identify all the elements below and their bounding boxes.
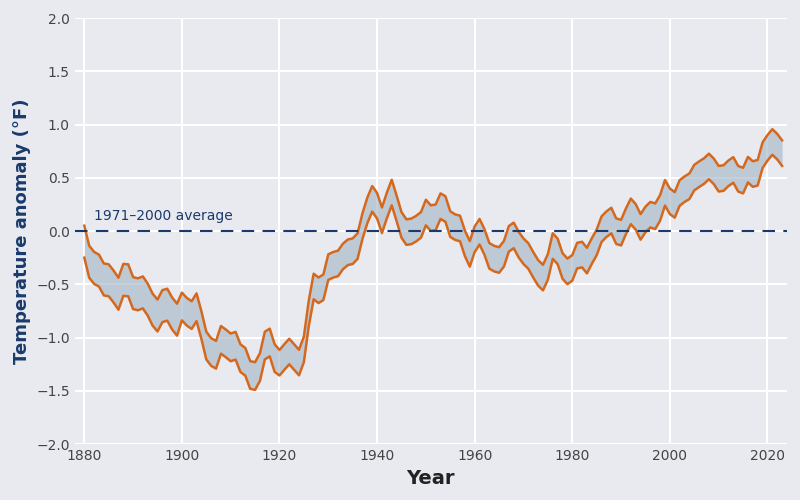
Text: 1971–2000 average: 1971–2000 average	[94, 208, 233, 222]
Y-axis label: Temperature anomaly (°F): Temperature anomaly (°F)	[13, 98, 30, 364]
X-axis label: Year: Year	[406, 468, 455, 487]
